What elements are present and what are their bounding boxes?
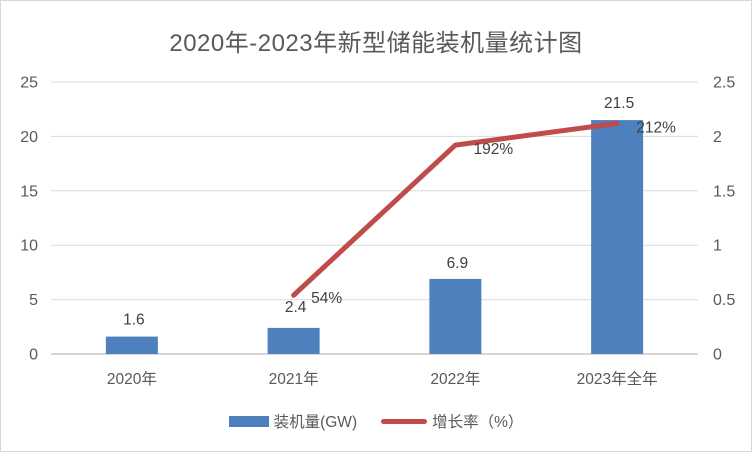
bar-value-label: 2.4 xyxy=(285,299,307,316)
bar xyxy=(429,278,482,354)
right-axis-tick-label: 2 xyxy=(713,129,722,146)
right-axis-tick-label: 1 xyxy=(713,238,722,255)
x-axis-category-label: 2022年 xyxy=(430,370,480,388)
bar xyxy=(267,327,320,354)
x-axis-category-label: 2020年 xyxy=(107,370,157,388)
bar xyxy=(105,336,158,354)
left-axis-tick-label: 5 xyxy=(29,292,38,309)
left-axis-tick-label: 0 xyxy=(29,347,38,364)
line-legend-swatch xyxy=(381,418,428,424)
legend-label-growth-rate: 增长率（%） xyxy=(432,414,524,431)
right-axis-tick-label: 1.5 xyxy=(713,183,735,200)
x-axis-category-label: 2021年 xyxy=(269,370,319,388)
legend-item-installed-capacity: 装机量(GW) xyxy=(228,410,358,432)
left-axis-tick-label: 20 xyxy=(20,129,38,146)
bar xyxy=(591,120,644,354)
growth-value-label: 212% xyxy=(636,119,676,136)
chart-title: 2020年-2023年新型储能装机量统计图 xyxy=(169,30,583,57)
bar-value-label: 6.9 xyxy=(447,255,469,272)
legend-item-growth-rate: 增长率（%） xyxy=(381,410,523,432)
bar-value-label: 21.5 xyxy=(604,95,634,112)
bar-legend-swatch xyxy=(228,415,269,427)
growth-line xyxy=(291,120,620,298)
left-axis-tick-label: 25 xyxy=(20,75,38,92)
growth-value-label: 192% xyxy=(474,141,514,158)
legend: 装机量(GW) 增长率（%） xyxy=(1,410,751,432)
left-axis-tick-label: 10 xyxy=(20,238,38,255)
x-axis-category-label: 2023年全年 xyxy=(577,370,658,388)
right-axis-tick-label: 0.5 xyxy=(713,292,735,309)
right-axis-tick-label: 2.5 xyxy=(713,75,735,92)
growth-value-label: 54% xyxy=(311,290,342,307)
right-axis-tick-label: 0 xyxy=(713,347,722,364)
bar-value-label: 1.6 xyxy=(123,312,145,329)
left-axis-tick-label: 15 xyxy=(20,183,38,200)
legend-label-installed-capacity: 装机量(GW) xyxy=(273,414,358,431)
